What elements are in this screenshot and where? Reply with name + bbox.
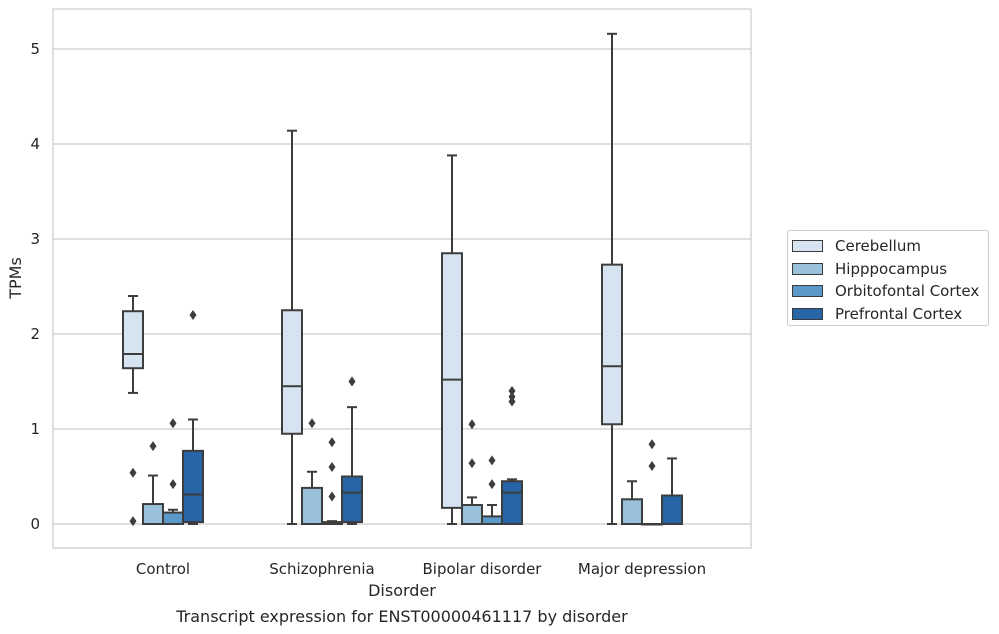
outlier-point bbox=[129, 516, 137, 527]
box-prefrontal-cortex bbox=[182, 310, 204, 525]
y-tick-label: 2 bbox=[30, 325, 40, 343]
box-iqr bbox=[301, 486, 323, 525]
x-tick-label: Schizophrenia bbox=[269, 560, 374, 578]
legend-swatch bbox=[792, 307, 823, 320]
y-tick-label: 4 bbox=[30, 135, 40, 153]
box-iqr bbox=[142, 503, 164, 525]
legend-label: Prefrontal Cortex bbox=[835, 304, 963, 323]
box-hipppocampus bbox=[142, 441, 164, 525]
outlier-point bbox=[648, 439, 656, 450]
legend-label: Orbitofontal Cortex bbox=[835, 282, 980, 301]
box-iqr bbox=[481, 515, 503, 526]
x-tick-label: Control bbox=[136, 560, 190, 578]
outlier-point bbox=[508, 386, 516, 396]
box-prefrontal-cortex bbox=[661, 457, 683, 525]
legend-label: Hipppocampus bbox=[835, 259, 948, 278]
box-series bbox=[122, 32, 683, 527]
legend-swatch bbox=[792, 240, 823, 253]
outlier-point bbox=[648, 461, 656, 472]
box-cerebellum bbox=[281, 129, 303, 525]
box-iqr bbox=[341, 475, 363, 524]
outlier-point bbox=[129, 467, 137, 478]
box-iqr bbox=[501, 480, 523, 525]
box-iqr bbox=[601, 263, 623, 426]
box-iqr bbox=[122, 310, 144, 370]
box-hipppocampus bbox=[301, 418, 323, 525]
x-axis-label: Disorder bbox=[368, 581, 436, 600]
y-axis-label: TPMs bbox=[6, 257, 25, 300]
box-prefrontal-cortex bbox=[501, 386, 523, 525]
box-cerebellum bbox=[441, 154, 463, 525]
box-iqr bbox=[162, 511, 184, 525]
outlier-point bbox=[508, 391, 516, 402]
y-tick-labels: 0 1 2 3 4 5 bbox=[30, 40, 40, 533]
outlier-point bbox=[488, 455, 496, 466]
plot-frame bbox=[52, 8, 752, 549]
plot-background bbox=[53, 9, 751, 548]
x-tick-label: Major depression bbox=[578, 560, 706, 578]
box-iqr bbox=[281, 309, 303, 435]
box-orbitofontal-cortex bbox=[321, 437, 343, 525]
box-orbitofontal-cortex bbox=[162, 418, 184, 525]
box-hipppocampus bbox=[461, 419, 483, 525]
box-cerebellum bbox=[122, 295, 144, 394]
outlier-point bbox=[308, 418, 316, 429]
outlier-point bbox=[468, 419, 476, 430]
y-tick-label: 3 bbox=[30, 230, 40, 248]
legend-swatch bbox=[792, 262, 823, 275]
y-tick-label: 5 bbox=[30, 40, 40, 58]
outlier-point bbox=[328, 491, 336, 502]
outlier-point bbox=[189, 310, 197, 320]
legend-label: Cerebellum bbox=[835, 237, 921, 256]
legend-item: Orbitofontal Cortex bbox=[788, 280, 988, 303]
y-tick-label: 0 bbox=[30, 515, 40, 533]
chart-title: Transcript expression for ENST0000046111… bbox=[175, 607, 628, 626]
x-tick-label: Bipolar disorder bbox=[423, 560, 543, 578]
box-iqr bbox=[182, 449, 204, 524]
legend-item: Cerebellum bbox=[788, 235, 988, 258]
legend: Cerebellum Hipppocampus Orbitofontal Corte… bbox=[787, 230, 989, 326]
outlier-point bbox=[348, 376, 356, 387]
legend-item: Hipppocampus bbox=[788, 258, 988, 281]
legend-item: Prefrontal Cortex bbox=[788, 303, 988, 326]
x-tick-labels: Control Schizophrenia Bipolar disorder Majo… bbox=[136, 560, 706, 578]
outlier-point bbox=[328, 437, 336, 448]
box-cerebellum bbox=[601, 32, 623, 525]
box-iqr bbox=[461, 504, 483, 525]
outlier-point bbox=[149, 441, 157, 452]
outlier-point bbox=[328, 462, 336, 472]
extra-outliers bbox=[129, 467, 137, 527]
outlier-point bbox=[169, 418, 177, 429]
y-tick-label: 1 bbox=[30, 420, 40, 438]
box-iqr bbox=[661, 494, 683, 525]
legend-swatch bbox=[792, 285, 823, 298]
box-orbitofontal-cortex bbox=[641, 439, 663, 526]
outlier-point bbox=[169, 479, 177, 490]
outlier-point bbox=[468, 458, 476, 469]
box-hipppocampus bbox=[621, 480, 643, 525]
outlier-point bbox=[488, 479, 496, 490]
box-prefrontal-cortex bbox=[341, 376, 363, 525]
box-iqr bbox=[621, 498, 643, 525]
